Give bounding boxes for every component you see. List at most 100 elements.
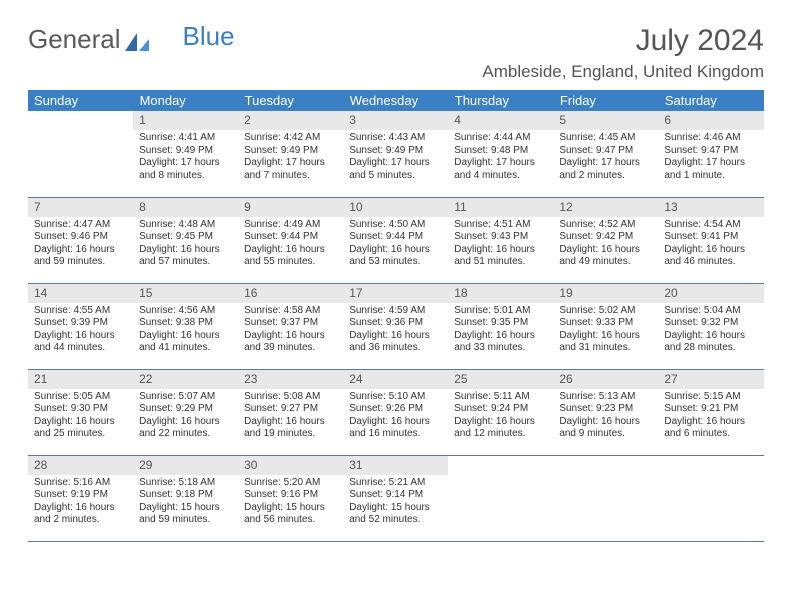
day-detail-line: Sunrise: 4:54 AM [664, 219, 757, 232]
day-detail-line: Daylight: 16 hours [559, 330, 652, 343]
day-detail-line: Daylight: 16 hours [34, 244, 127, 257]
day-detail-line: and 41 minutes. [139, 342, 232, 355]
day-detail-line: Sunset: 9:44 PM [349, 231, 442, 244]
day-number: 15 [133, 284, 238, 303]
day-detail: Sunrise: 4:44 AMSunset: 9:48 PMDaylight:… [448, 130, 553, 186]
day-detail-line: Sunrise: 4:50 AM [349, 219, 442, 232]
day-detail-line: Sunrise: 4:49 AM [244, 219, 337, 232]
day-detail: Sunrise: 4:56 AMSunset: 9:38 PMDaylight:… [133, 303, 238, 359]
day-detail-line: Sunrise: 4:48 AM [139, 219, 232, 232]
day-detail-line: Sunset: 9:14 PM [349, 489, 442, 502]
day-detail-line: Daylight: 15 hours [139, 502, 232, 515]
day-detail-line: Daylight: 15 hours [349, 502, 442, 515]
day-detail-line: Daylight: 16 hours [664, 416, 757, 429]
day-detail: Sunrise: 5:15 AMSunset: 9:21 PMDaylight:… [658, 389, 763, 445]
day-detail-line: Sunrise: 5:01 AM [454, 305, 547, 318]
day-detail-line: Sunrise: 5:11 AM [454, 391, 547, 404]
logo: General Blue [28, 24, 235, 55]
day-detail-line: Sunrise: 4:44 AM [454, 132, 547, 145]
calendar-day-cell: 23Sunrise: 5:08 AMSunset: 9:27 PMDayligh… [238, 369, 343, 455]
day-detail-line: and 57 minutes. [139, 256, 232, 269]
day-detail-line: Sunrise: 5:08 AM [244, 391, 337, 404]
weekday-heading: Sunday [28, 90, 133, 111]
day-detail: Sunrise: 5:02 AMSunset: 9:33 PMDaylight:… [553, 303, 658, 359]
day-detail-line: Daylight: 16 hours [349, 330, 442, 343]
calendar-day-cell: 1Sunrise: 4:41 AMSunset: 9:49 PMDaylight… [133, 111, 238, 197]
day-detail-line: Daylight: 16 hours [559, 416, 652, 429]
page-header: General Blue July 2024 Ambleside, Englan… [28, 24, 764, 82]
day-detail-line: and 1 minute. [664, 170, 757, 183]
day-detail-line: Sunset: 9:44 PM [244, 231, 337, 244]
day-detail: Sunrise: 5:21 AMSunset: 9:14 PMDaylight:… [343, 475, 448, 531]
calendar-day-cell: 18Sunrise: 5:01 AMSunset: 9:35 PMDayligh… [448, 283, 553, 369]
day-detail-line: and 8 minutes. [139, 170, 232, 183]
calendar-day-cell [658, 455, 763, 541]
calendar-day-cell: 15Sunrise: 4:56 AMSunset: 9:38 PMDayligh… [133, 283, 238, 369]
calendar-day-cell: 22Sunrise: 5:07 AMSunset: 9:29 PMDayligh… [133, 369, 238, 455]
day-detail-line: Sunrise: 5:16 AM [34, 477, 127, 490]
calendar-day-cell: 27Sunrise: 5:15 AMSunset: 9:21 PMDayligh… [658, 369, 763, 455]
day-detail: Sunrise: 4:41 AMSunset: 9:49 PMDaylight:… [133, 130, 238, 186]
day-number: 18 [448, 284, 553, 303]
day-detail-line: Sunset: 9:42 PM [559, 231, 652, 244]
day-detail-line: Sunrise: 4:55 AM [34, 305, 127, 318]
day-detail-line: Sunrise: 5:07 AM [139, 391, 232, 404]
day-detail-line: Daylight: 16 hours [454, 244, 547, 257]
day-detail-line: Daylight: 16 hours [244, 330, 337, 343]
day-detail-line: and 59 minutes. [139, 514, 232, 527]
calendar-day-cell: 5Sunrise: 4:45 AMSunset: 9:47 PMDaylight… [553, 111, 658, 197]
day-detail-line: and 51 minutes. [454, 256, 547, 269]
day-detail-line: Sunrise: 4:47 AM [34, 219, 127, 232]
day-detail-line: Sunset: 9:27 PM [244, 403, 337, 416]
day-detail-line: Sunrise: 5:21 AM [349, 477, 442, 490]
day-detail-line: and 4 minutes. [454, 170, 547, 183]
day-detail-line: and 25 minutes. [34, 428, 127, 441]
day-detail-line: and 59 minutes. [34, 256, 127, 269]
day-detail: Sunrise: 4:48 AMSunset: 9:45 PMDaylight:… [133, 217, 238, 273]
day-detail-line: and 55 minutes. [244, 256, 337, 269]
day-detail-line: and 9 minutes. [559, 428, 652, 441]
day-detail: Sunrise: 4:52 AMSunset: 9:42 PMDaylight:… [553, 217, 658, 273]
weekday-header-row: Sunday Monday Tuesday Wednesday Thursday… [28, 90, 764, 111]
day-detail-line: Daylight: 15 hours [244, 502, 337, 515]
calendar-body: 1Sunrise: 4:41 AMSunset: 9:49 PMDaylight… [28, 111, 764, 541]
day-detail: Sunrise: 4:59 AMSunset: 9:36 PMDaylight:… [343, 303, 448, 359]
weekday-heading: Tuesday [238, 90, 343, 111]
day-number: 25 [448, 370, 553, 389]
day-number: 16 [238, 284, 343, 303]
day-detail: Sunrise: 5:01 AMSunset: 9:35 PMDaylight:… [448, 303, 553, 359]
day-number: 17 [343, 284, 448, 303]
day-detail-line: Sunset: 9:18 PM [139, 489, 232, 502]
day-number: 6 [658, 111, 763, 130]
calendar-day-cell: 17Sunrise: 4:59 AMSunset: 9:36 PMDayligh… [343, 283, 448, 369]
logo-text-general: General [28, 24, 121, 55]
day-detail-line: and 7 minutes. [244, 170, 337, 183]
day-detail: Sunrise: 5:20 AMSunset: 9:16 PMDaylight:… [238, 475, 343, 531]
day-detail-line: Daylight: 16 hours [559, 244, 652, 257]
day-detail-line: Sunset: 9:43 PM [454, 231, 547, 244]
day-detail-line: Sunset: 9:41 PM [664, 231, 757, 244]
day-detail-line: and 44 minutes. [34, 342, 127, 355]
day-detail-line: Daylight: 16 hours [664, 330, 757, 343]
day-detail: Sunrise: 4:45 AMSunset: 9:47 PMDaylight:… [553, 130, 658, 186]
calendar-day-cell: 4Sunrise: 4:44 AMSunset: 9:48 PMDaylight… [448, 111, 553, 197]
weekday-heading: Thursday [448, 90, 553, 111]
day-detail: Sunrise: 4:43 AMSunset: 9:49 PMDaylight:… [343, 130, 448, 186]
day-detail-line: Sunrise: 5:10 AM [349, 391, 442, 404]
day-detail: Sunrise: 4:47 AMSunset: 9:46 PMDaylight:… [28, 217, 133, 273]
weekday-heading: Saturday [658, 90, 763, 111]
day-detail-line: Sunset: 9:35 PM [454, 317, 547, 330]
day-detail-line: Sunset: 9:49 PM [349, 145, 442, 158]
day-number: 2 [238, 111, 343, 130]
day-detail: Sunrise: 4:50 AMSunset: 9:44 PMDaylight:… [343, 217, 448, 273]
day-detail-line: Sunrise: 5:05 AM [34, 391, 127, 404]
weekday-heading: Wednesday [343, 90, 448, 111]
title-block: July 2024 Ambleside, England, United Kin… [482, 24, 764, 82]
day-detail: Sunrise: 5:08 AMSunset: 9:27 PMDaylight:… [238, 389, 343, 445]
calendar-day-cell: 9Sunrise: 4:49 AMSunset: 9:44 PMDaylight… [238, 197, 343, 283]
day-detail-line: and 56 minutes. [244, 514, 337, 527]
calendar-day-cell: 30Sunrise: 5:20 AMSunset: 9:16 PMDayligh… [238, 455, 343, 541]
day-detail-line: Daylight: 17 hours [664, 157, 757, 170]
day-detail-line: Daylight: 16 hours [349, 416, 442, 429]
calendar-day-cell [553, 455, 658, 541]
